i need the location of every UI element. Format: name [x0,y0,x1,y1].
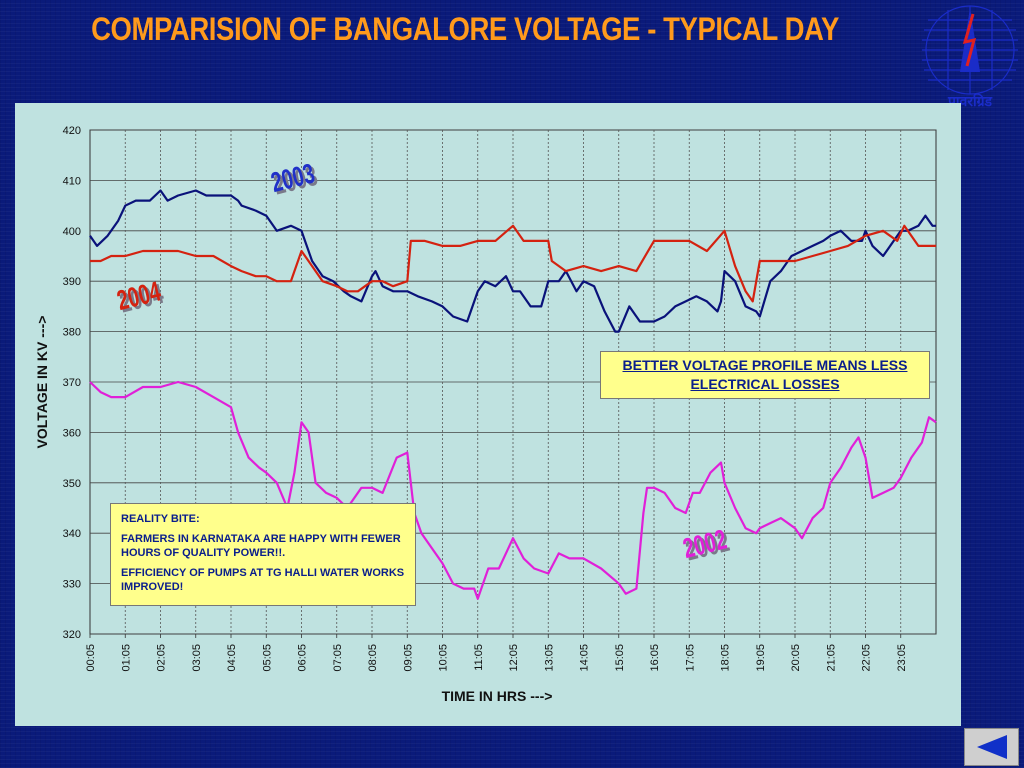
x-tick-label: 21:05 [825,644,837,672]
x-tick-label: 17:05 [684,644,696,672]
x-tick-label: 19:05 [755,644,767,672]
x-tick-label: 23:05 [896,644,908,672]
reality-line-pumps: EFFICIENCY OF PUMPS AT TG HALLI WATER WO… [121,567,405,593]
y-tick-label: 410 [63,175,81,187]
y-tick-label: 370 [63,377,81,389]
x-tick-label: 16:05 [649,644,661,672]
x-tick-label: 00:05 [85,644,97,672]
powergrid-logo: पावरग्रिड [918,2,1022,110]
x-tick-label: 09:05 [402,644,414,672]
x-tick-label: 02:05 [156,644,168,672]
x-tick-label: 08:05 [367,644,379,672]
series-line-2003 [89,189,936,333]
y-tick-label: 380 [63,327,81,339]
x-tick-label: 15:05 [614,644,626,672]
x-axis-label: TIME IN HRS ---> [442,688,553,704]
y-axis-label: VOLTAGE IN KV ---> [34,316,50,449]
y-tick-label: 350 [63,478,81,490]
y-tick-label: 360 [63,427,81,439]
x-tick-label: 10:05 [438,644,450,672]
y-tick-label: 340 [63,528,81,540]
series-line-2002 [89,380,937,600]
back-button[interactable] [964,728,1019,766]
x-tick-label: 20:05 [790,644,802,672]
x-tick-label: 05:05 [261,644,273,672]
voltage-chart: 320 330 340 350 360 370 380 390 400 410 420 00:05 01… [34,125,937,704]
x-tick-label: 12:05 [508,644,520,672]
x-tick-label: 11:05 [473,644,485,671]
reality-bite-note: REALITY BITE: FARMERS IN KARNATAKA ARE H… [110,503,416,606]
triangle-left-icon [977,735,1007,759]
slide-title: COMPARISION OF BANGALORE VOLTAGE - TYPIC… [91,11,839,47]
x-tick-label: 18:05 [720,644,732,672]
x-tick-label: 13:05 [543,644,555,672]
x-tick-label: 01:05 [120,644,132,672]
better-voltage-note: BETTER VOLTAGE PROFILE MEANS LESS ELECTR… [600,351,930,399]
x-tick-label: 07:05 [332,644,344,672]
x-tick-label: 03:05 [191,644,203,672]
reality-line-farmers: FARMERS IN KARNATAKA ARE HAPPY WITH FEWE… [121,533,401,559]
x-tick-label: 22:05 [861,644,873,672]
y-tick-label: 400 [63,226,81,238]
y-tick-label: 390 [63,276,81,288]
series-line-2004 [90,224,936,303]
y-tick-label: 420 [63,125,81,137]
reality-title: REALITY BITE: [121,513,200,525]
x-tick-label: 04:05 [226,644,238,672]
x-tick-label: 06:05 [297,644,309,672]
chart-panel: 320 330 340 350 360 370 380 390 400 410 420 00:05 01… [15,103,961,726]
x-tick-label: 14:05 [579,644,591,672]
y-tick-label: 330 [63,579,81,591]
y-tick-label: 320 [63,629,81,641]
